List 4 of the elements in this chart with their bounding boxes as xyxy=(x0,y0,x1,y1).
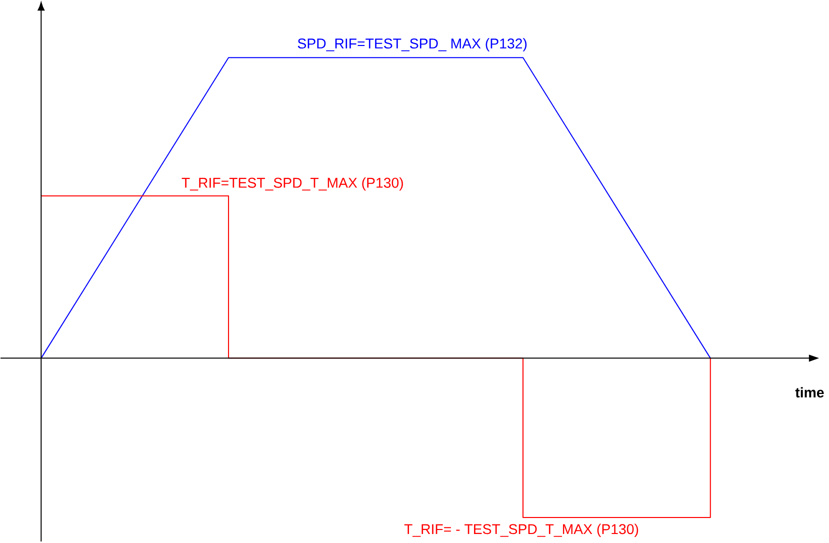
annotation: T_RIF= - TEST_SPD_T_MAX (P130) xyxy=(404,524,638,537)
series-label: SPD_RIF=TEST_SPD_ MAX (P132) xyxy=(298,38,527,52)
text: time xyxy=(795,387,824,398)
series-label: T_RIF=TEST_SPD_T_MAX (P130) xyxy=(182,177,403,191)
